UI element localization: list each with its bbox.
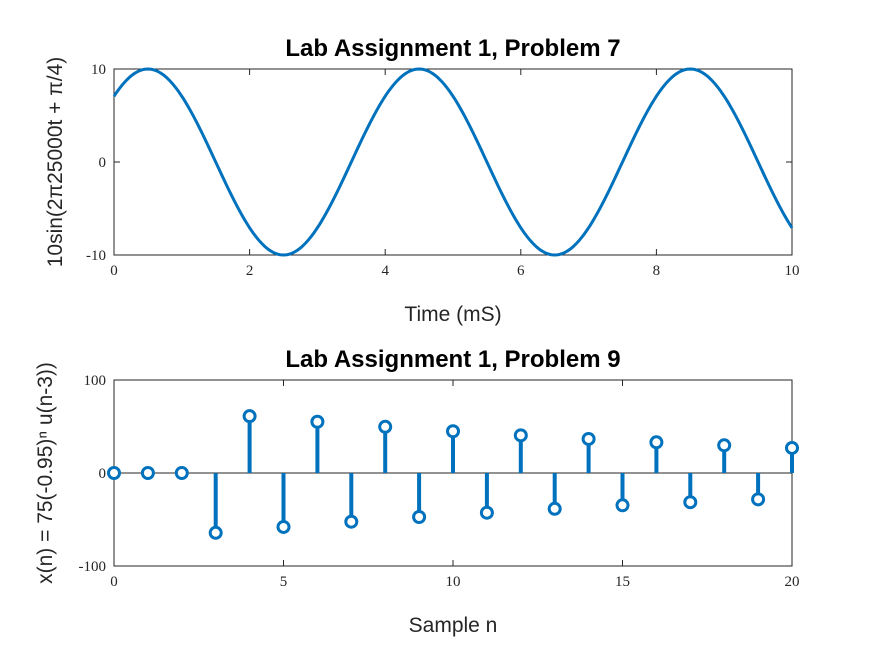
xlabel-problem-7: Time (mS): [404, 303, 501, 326]
ylabel-problem-7: 10sin(2π25000t + π/4): [44, 57, 67, 268]
stem-marker: [208, 525, 223, 540]
p2-ytick-label: -100: [79, 559, 107, 575]
p1-xtick-label: 6: [517, 263, 525, 279]
stem-marker: [751, 492, 766, 507]
axes-box-problem-7: [113, 68, 793, 256]
stem-marker: [581, 431, 596, 446]
stem-marker: [242, 409, 257, 424]
stem-marker: [785, 440, 799, 455]
stem-marker: [174, 466, 189, 480]
stem-marker: [446, 424, 460, 439]
stem-marker: [513, 428, 528, 443]
xlabel-problem-9: Sample n: [409, 614, 498, 637]
p1-xtick-label: 4: [381, 263, 389, 279]
stem-marker: [140, 466, 155, 480]
stem-marker: [479, 505, 494, 520]
p1-xtick-label: 2: [246, 263, 254, 279]
p2-xtick-label: 20: [785, 574, 800, 590]
p1-xtick-label: 8: [653, 263, 661, 279]
p1-ytick-label: 10: [91, 62, 106, 78]
p2-ytick-label: 100: [84, 373, 107, 389]
stem-marker: [378, 419, 393, 434]
p2-xtick-label: 15: [615, 574, 630, 590]
stem-marker: [107, 466, 121, 480]
p2-xtick-label: 10: [446, 574, 461, 590]
stem-marker: [276, 519, 291, 534]
p2-xtick-label: 5: [280, 574, 288, 590]
p1-xtick-label: 10: [785, 263, 800, 279]
p2-xtick-label: 0: [110, 574, 118, 590]
stem-marker: [547, 501, 562, 516]
ylabel-problem-9: x(n) = 75(-0.95)ⁿ u(n-3)): [34, 362, 57, 584]
series-problem-7: [112, 67, 794, 257]
p2-ytick-label: 0: [99, 466, 107, 482]
stem-marker: [615, 498, 630, 513]
stem-marker: [717, 438, 732, 453]
p1-ytick-label: 0: [99, 155, 107, 171]
stem-marker: [649, 435, 664, 450]
p1-ytick-label: -10: [86, 248, 106, 264]
stem-marker: [310, 414, 325, 429]
p1-xtick-label: 0: [110, 263, 118, 279]
sine-wave-line: [112, 67, 794, 257]
stem-marker: [344, 514, 359, 529]
stem-marker: [412, 509, 427, 524]
title-problem-9: Lab Assignment 1, Problem 9: [285, 346, 620, 373]
title-problem-7: Lab Assignment 1, Problem 7: [285, 35, 620, 62]
series-problem-9: [107, 409, 799, 540]
stem-marker: [683, 495, 698, 510]
